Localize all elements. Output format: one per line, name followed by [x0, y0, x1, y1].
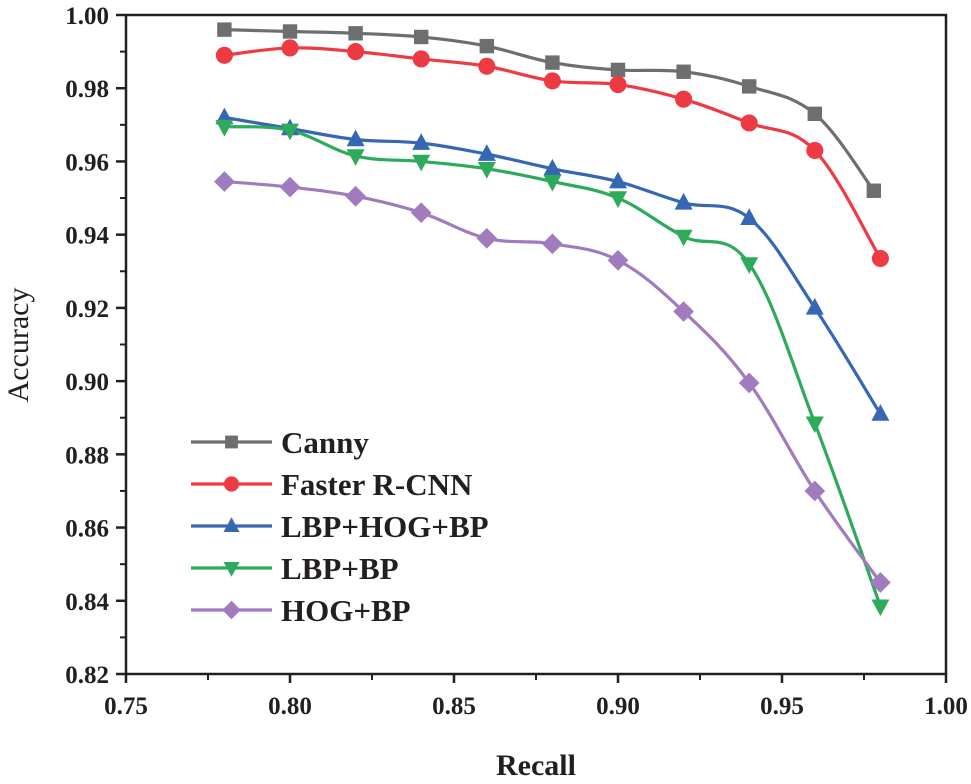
data-point-canny: [807, 106, 822, 122]
data-point-canny: [348, 26, 363, 41]
x-tick-label: 0.90: [596, 693, 640, 720]
x-axis-title: Recall: [496, 749, 576, 782]
data-point-faster-r-cnn: [412, 50, 430, 68]
data-point-lbp-hog-bp: [543, 158, 562, 176]
data-point-lbp-hog-bp: [871, 404, 890, 421]
data-point-canny: [479, 38, 494, 54]
data-point-lbp-bp: [805, 416, 824, 434]
y-tick-label: 0.84: [65, 589, 109, 616]
data-point-canny: [866, 183, 882, 198]
data-point-canny: [676, 64, 691, 79]
legend-label: Canny: [281, 425, 369, 460]
legend-item-hog-bp: HOG+BP: [191, 593, 411, 628]
data-point-faster-r-cnn: [478, 57, 496, 75]
legend-label: LBP+BP: [281, 551, 399, 586]
data-point-lbp-hog-bp: [674, 192, 693, 210]
data-point-hog-bp: [476, 227, 498, 249]
data-point-faster-r-cnn: [609, 76, 627, 94]
x-tick-label: 1.00: [924, 693, 968, 720]
data-point-lbp-bp: [871, 599, 890, 617]
data-point-lbp-bp: [740, 257, 759, 274]
data-point-faster-r-cnn: [215, 46, 233, 64]
legend-item-lbp-hog-bp: LBP+HOG+BP: [191, 509, 489, 544]
y-axis-title: Accuracy: [2, 288, 35, 403]
data-point-canny: [282, 24, 298, 39]
y-tick-label: 0.94: [65, 223, 109, 250]
data-point-lbp-hog-bp: [412, 133, 431, 150]
y-tick-label: 0.96: [65, 149, 109, 176]
data-point-hog-bp: [804, 480, 826, 502]
data-point-lbp-bp: [674, 229, 693, 247]
y-tick-label: 0.82: [65, 662, 109, 689]
data-point-canny: [610, 62, 626, 78]
axes: 0.75 0.80 0.85 0.90 0.95 1.00 0.82 0.84 0.86 0.88…: [65, 3, 968, 720]
legend-marker-lbp-bp: [223, 562, 240, 577]
legend-item-lbp-bp: LBP+BP: [191, 551, 399, 586]
y-tick-label: 0.92: [65, 296, 109, 323]
data-point-lbp-hog-bp: [740, 208, 759, 225]
data-point-faster-r-cnn: [347, 43, 365, 61]
series-line-lbp-hog-bp: [224, 115, 882, 415]
data-point-canny: [217, 22, 232, 37]
data-point-lbp-bp: [543, 174, 562, 192]
legend-label: LBP+HOG+BP: [281, 509, 489, 544]
data-point-lbp-hog-bp: [609, 171, 627, 189]
x-tick-label: 0.85: [432, 693, 476, 720]
series-markers: [214, 22, 891, 617]
data-point-lbp-hog-bp: [346, 129, 365, 147]
data-point-lbp-bp: [346, 149, 365, 166]
data-point-faster-r-cnn: [281, 39, 299, 57]
data-point-canny: [742, 79, 757, 94]
data-point-hog-bp: [607, 249, 629, 271]
series-line-lbp-bp: [224, 125, 882, 607]
legend-marker-lbp-hog-bp: [223, 517, 240, 532]
data-point-hog-bp: [410, 202, 432, 224]
plot-frame: [124, 13, 948, 676]
data-point-lbp-bp: [412, 154, 431, 172]
data-point-lbp-bp: [609, 191, 627, 208]
legend-marker-faster-r-cnn: [223, 476, 240, 492]
data-point-lbp-bp: [215, 119, 234, 137]
data-point-lbp-bp: [281, 123, 299, 141]
legend-marker-canny: [225, 435, 238, 449]
data-point-canny: [414, 29, 429, 45]
y-tick-label: 0.86: [65, 516, 109, 543]
data-point-canny: [545, 55, 560, 70]
data-point-lbp-bp: [477, 162, 496, 179]
data-point-faster-r-cnn: [675, 90, 693, 108]
data-point-hog-bp: [673, 301, 694, 322]
y-tick-label: 0.90: [65, 369, 109, 396]
legend-item-faster-r-cnn: Faster R-CNN: [191, 467, 472, 502]
data-point-faster-r-cnn: [871, 249, 889, 268]
y-tick-label: 0.98: [65, 76, 109, 103]
legend-label: HOG+BP: [281, 593, 411, 628]
data-point-faster-r-cnn: [740, 114, 758, 132]
data-point-lbp-hog-bp: [477, 144, 496, 161]
x-tick-label: 0.75: [104, 693, 148, 720]
series-line-hog-bp: [224, 179, 882, 584]
x-tick-label: 0.80: [268, 693, 312, 720]
legend-marker-hog-bp: [222, 600, 241, 620]
data-point-hog-bp: [870, 572, 891, 593]
data-point-hog-bp: [214, 171, 235, 192]
data-point-hog-bp: [345, 185, 366, 207]
data-point-faster-r-cnn: [806, 141, 824, 160]
data-point-hog-bp: [279, 176, 301, 198]
x-tick-label: 0.95: [760, 693, 804, 720]
data-point-hog-bp: [738, 372, 760, 394]
legend-item-canny: Canny: [191, 425, 369, 460]
y-tick-label: 0.88: [65, 442, 109, 469]
data-point-hog-bp: [542, 233, 563, 255]
y-tick-label: 1.00: [65, 3, 109, 30]
legend: Canny Faster R-CNN LBP+HOG+BP LBP+BP HOG+BP: [191, 425, 489, 628]
data-point-lbp-hog-bp: [805, 297, 824, 315]
data-point-faster-r-cnn: [543, 72, 561, 90]
legend-label: Faster R-CNN: [281, 467, 472, 502]
